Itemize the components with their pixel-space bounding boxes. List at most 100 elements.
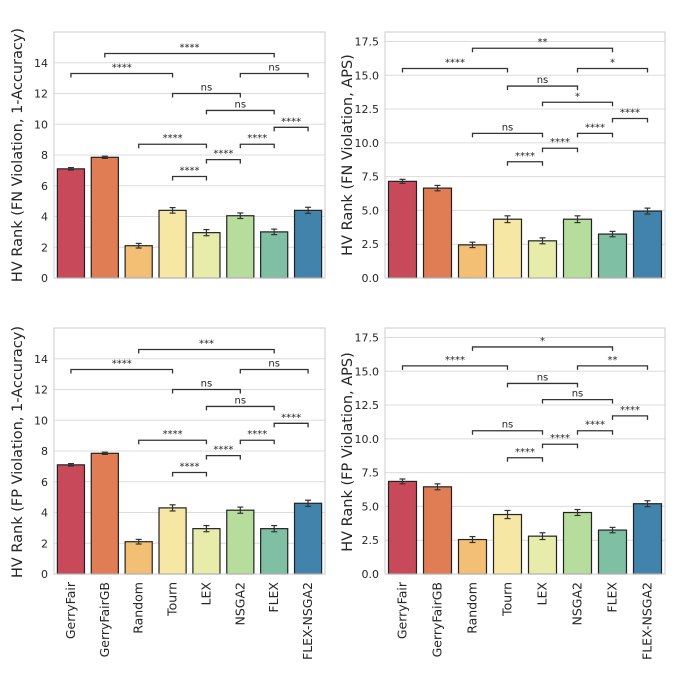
y-tick-label: 15.0: [355, 365, 380, 378]
significance-bracket: [471, 132, 544, 138]
bar: [293, 502, 323, 575]
x-tick-label: NSGA2: [232, 582, 247, 625]
x-tick-label: FLEX-NSGA2: [640, 582, 655, 660]
x-tick-label: GerryFair: [395, 581, 410, 639]
significance-label: *: [575, 91, 580, 102]
bar: [632, 210, 663, 279]
panel-top-right: 0.02.55.07.510.012.515.017.5 ****** *ns***…: [355, 31, 666, 285]
significance-bracket: [239, 368, 309, 374]
y-tick-label: 2: [41, 241, 48, 254]
bar: [562, 511, 593, 575]
significance-label: ns: [502, 420, 514, 431]
significance-label: ns: [268, 63, 280, 74]
y-tick-label: 14: [34, 353, 48, 366]
y-tick-label: 7.5: [362, 467, 380, 480]
y-tick-label: 2: [41, 537, 48, 550]
significance-bracket: [541, 398, 614, 404]
bar: [597, 233, 628, 279]
significance-label: ns: [537, 75, 549, 86]
bar: [597, 529, 628, 575]
significance-label: ns: [502, 122, 514, 133]
significance-label: *: [540, 336, 545, 347]
y-axis-label: HV Rank (FP Violation, 1-Accuracy): [10, 326, 26, 578]
plot-frame: [53, 327, 326, 575]
y-axis-label: HV Rank (FP Violation, APS): [340, 352, 356, 552]
significance-bracket: [70, 72, 174, 78]
significance-bracket: [239, 72, 309, 78]
significance-label: ****: [515, 447, 535, 458]
significance-bracket: [138, 439, 208, 445]
bar: [124, 541, 153, 575]
bar: [632, 503, 663, 575]
bar: [422, 187, 453, 279]
bar: [56, 464, 86, 575]
x-tick-label: FLEX: [605, 582, 620, 613]
significance-label: ****: [112, 63, 132, 74]
significance-label: ns: [235, 99, 247, 110]
y-tick-label: 12: [34, 384, 48, 397]
significance-bracket: [104, 52, 275, 58]
y-tick-label: 12.5: [355, 399, 380, 412]
x-tick-label: GerryFairGB: [430, 582, 445, 657]
significance-bracket: [576, 430, 614, 435]
y-tick-label: 0.0: [362, 568, 380, 581]
bar: [457, 538, 488, 575]
x-tick-label: FLEX-NSGA2: [300, 582, 315, 660]
significance-label: ****: [163, 133, 183, 144]
y-tick-label: 17.5: [355, 35, 380, 48]
bar: [192, 232, 221, 279]
significance-label: ****: [247, 133, 267, 144]
y-tick-label: 12: [34, 88, 48, 101]
significance-label: ****: [585, 420, 605, 431]
significance-bracket: [471, 346, 614, 351]
bar: [226, 509, 255, 575]
y-tick-label: 0: [41, 272, 48, 285]
x-tick-label: GerryFairGB: [97, 582, 112, 657]
bar: [527, 535, 558, 575]
bar: [124, 245, 153, 279]
significance-bracket: [171, 388, 241, 394]
y-tick-label: 4: [41, 507, 48, 520]
bar: [192, 528, 221, 575]
significance-label: ****: [213, 445, 233, 456]
plot-frame: [384, 327, 666, 575]
x-tick-label: GerryFair: [63, 581, 78, 639]
x-tick-label: NSGA2: [570, 582, 585, 625]
bar: [90, 452, 119, 575]
bar: [90, 156, 119, 279]
significance-bracket: [273, 126, 309, 132]
significance-bracket: [541, 101, 614, 107]
significance-bracket: [401, 67, 509, 73]
significance-bracket: [506, 85, 579, 91]
significance-label: ns: [201, 379, 213, 390]
significance-label: ns: [268, 359, 280, 370]
significance-bracket: [138, 143, 208, 149]
bar: [158, 209, 187, 279]
y-tick-label: 15.0: [355, 69, 380, 82]
bar: [260, 528, 289, 575]
plot-frame: [384, 31, 666, 279]
significance-bracket: [205, 454, 241, 460]
y-tick-label: 7.5: [362, 171, 380, 184]
significance-bracket: [541, 443, 579, 449]
significance-bracket: [171, 92, 241, 98]
y-tick-label: 8: [41, 445, 48, 458]
significance-label: ****: [163, 429, 183, 440]
y-tick-label: 10.0: [355, 137, 380, 150]
y-tick-label: 10: [34, 118, 48, 131]
significance-bracket: [401, 365, 509, 370]
significance-bracket: [506, 161, 544, 166]
y-tick-label: 2.5: [362, 534, 380, 547]
significance-label: ****: [620, 108, 640, 119]
significance-label: ****: [247, 429, 267, 440]
significance-bracket: [70, 368, 174, 374]
significance-label: ns: [572, 389, 584, 400]
y-tick-label: 4: [41, 211, 48, 224]
significance-bracket: [471, 430, 544, 435]
x-tick-labels-right: GerryFair GerryFairGB Random Tourn LEX N…: [395, 581, 655, 660]
y-tick-label: 5.0: [362, 500, 380, 513]
significance-bracket: [576, 67, 649, 73]
significance-bracket: [171, 175, 208, 181]
x-tick-label: Random: [465, 582, 480, 634]
